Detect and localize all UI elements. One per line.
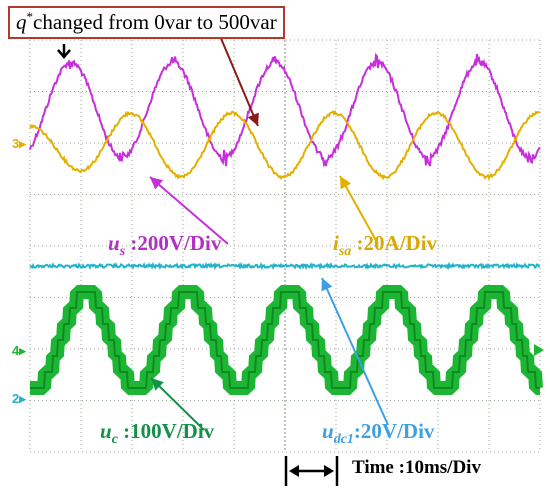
event-annotation: q*changed from 0var to 500var <box>8 6 285 39</box>
channel-label-isa: isa :20A/Div <box>333 231 438 259</box>
annotation-arrow-isa <box>339 175 379 245</box>
annotation-arrow-udc <box>321 277 389 426</box>
annotation-arrow-isa-head <box>340 176 352 190</box>
channel-marker-3: 3▸ <box>12 136 27 151</box>
annotation-arrow-event-head <box>247 112 259 126</box>
trace-udc <box>29 261 541 271</box>
channel-label-us: us :200V/Div <box>108 231 222 259</box>
annotation-arrow-uc <box>150 377 205 431</box>
time-arrow-left-icon <box>289 465 299 477</box>
channel-marker-4: 4▸ <box>12 343 27 358</box>
annotation-arrows <box>149 35 389 486</box>
channel-label-udc: udc1:20V/Div <box>322 419 435 447</box>
channel-label-uc: uc :100V/Div <box>100 419 215 447</box>
time-scale-label: Time :10ms/Div <box>352 457 481 478</box>
channel-markers: 3▸ 4▸ 2▸ <box>12 44 544 406</box>
annotation-arrow-us <box>149 176 229 245</box>
annotation-arrow-us-head <box>150 177 164 190</box>
channel-marker-2: 2▸ <box>12 391 27 406</box>
trace-uc <box>30 291 540 389</box>
trigger-marker-icon <box>57 44 71 59</box>
scope-grid <box>29 39 541 453</box>
right-marker-icon <box>534 344 544 356</box>
annotation-arrow-event <box>219 35 259 127</box>
trace-isa <box>29 109 541 181</box>
scope-traces <box>29 52 543 395</box>
annotation-arrow-uc-head <box>151 378 164 391</box>
time-arrow-right-icon <box>324 465 334 477</box>
trace-us <box>29 52 541 168</box>
annotation-arrow-udc-head <box>321 278 333 292</box>
